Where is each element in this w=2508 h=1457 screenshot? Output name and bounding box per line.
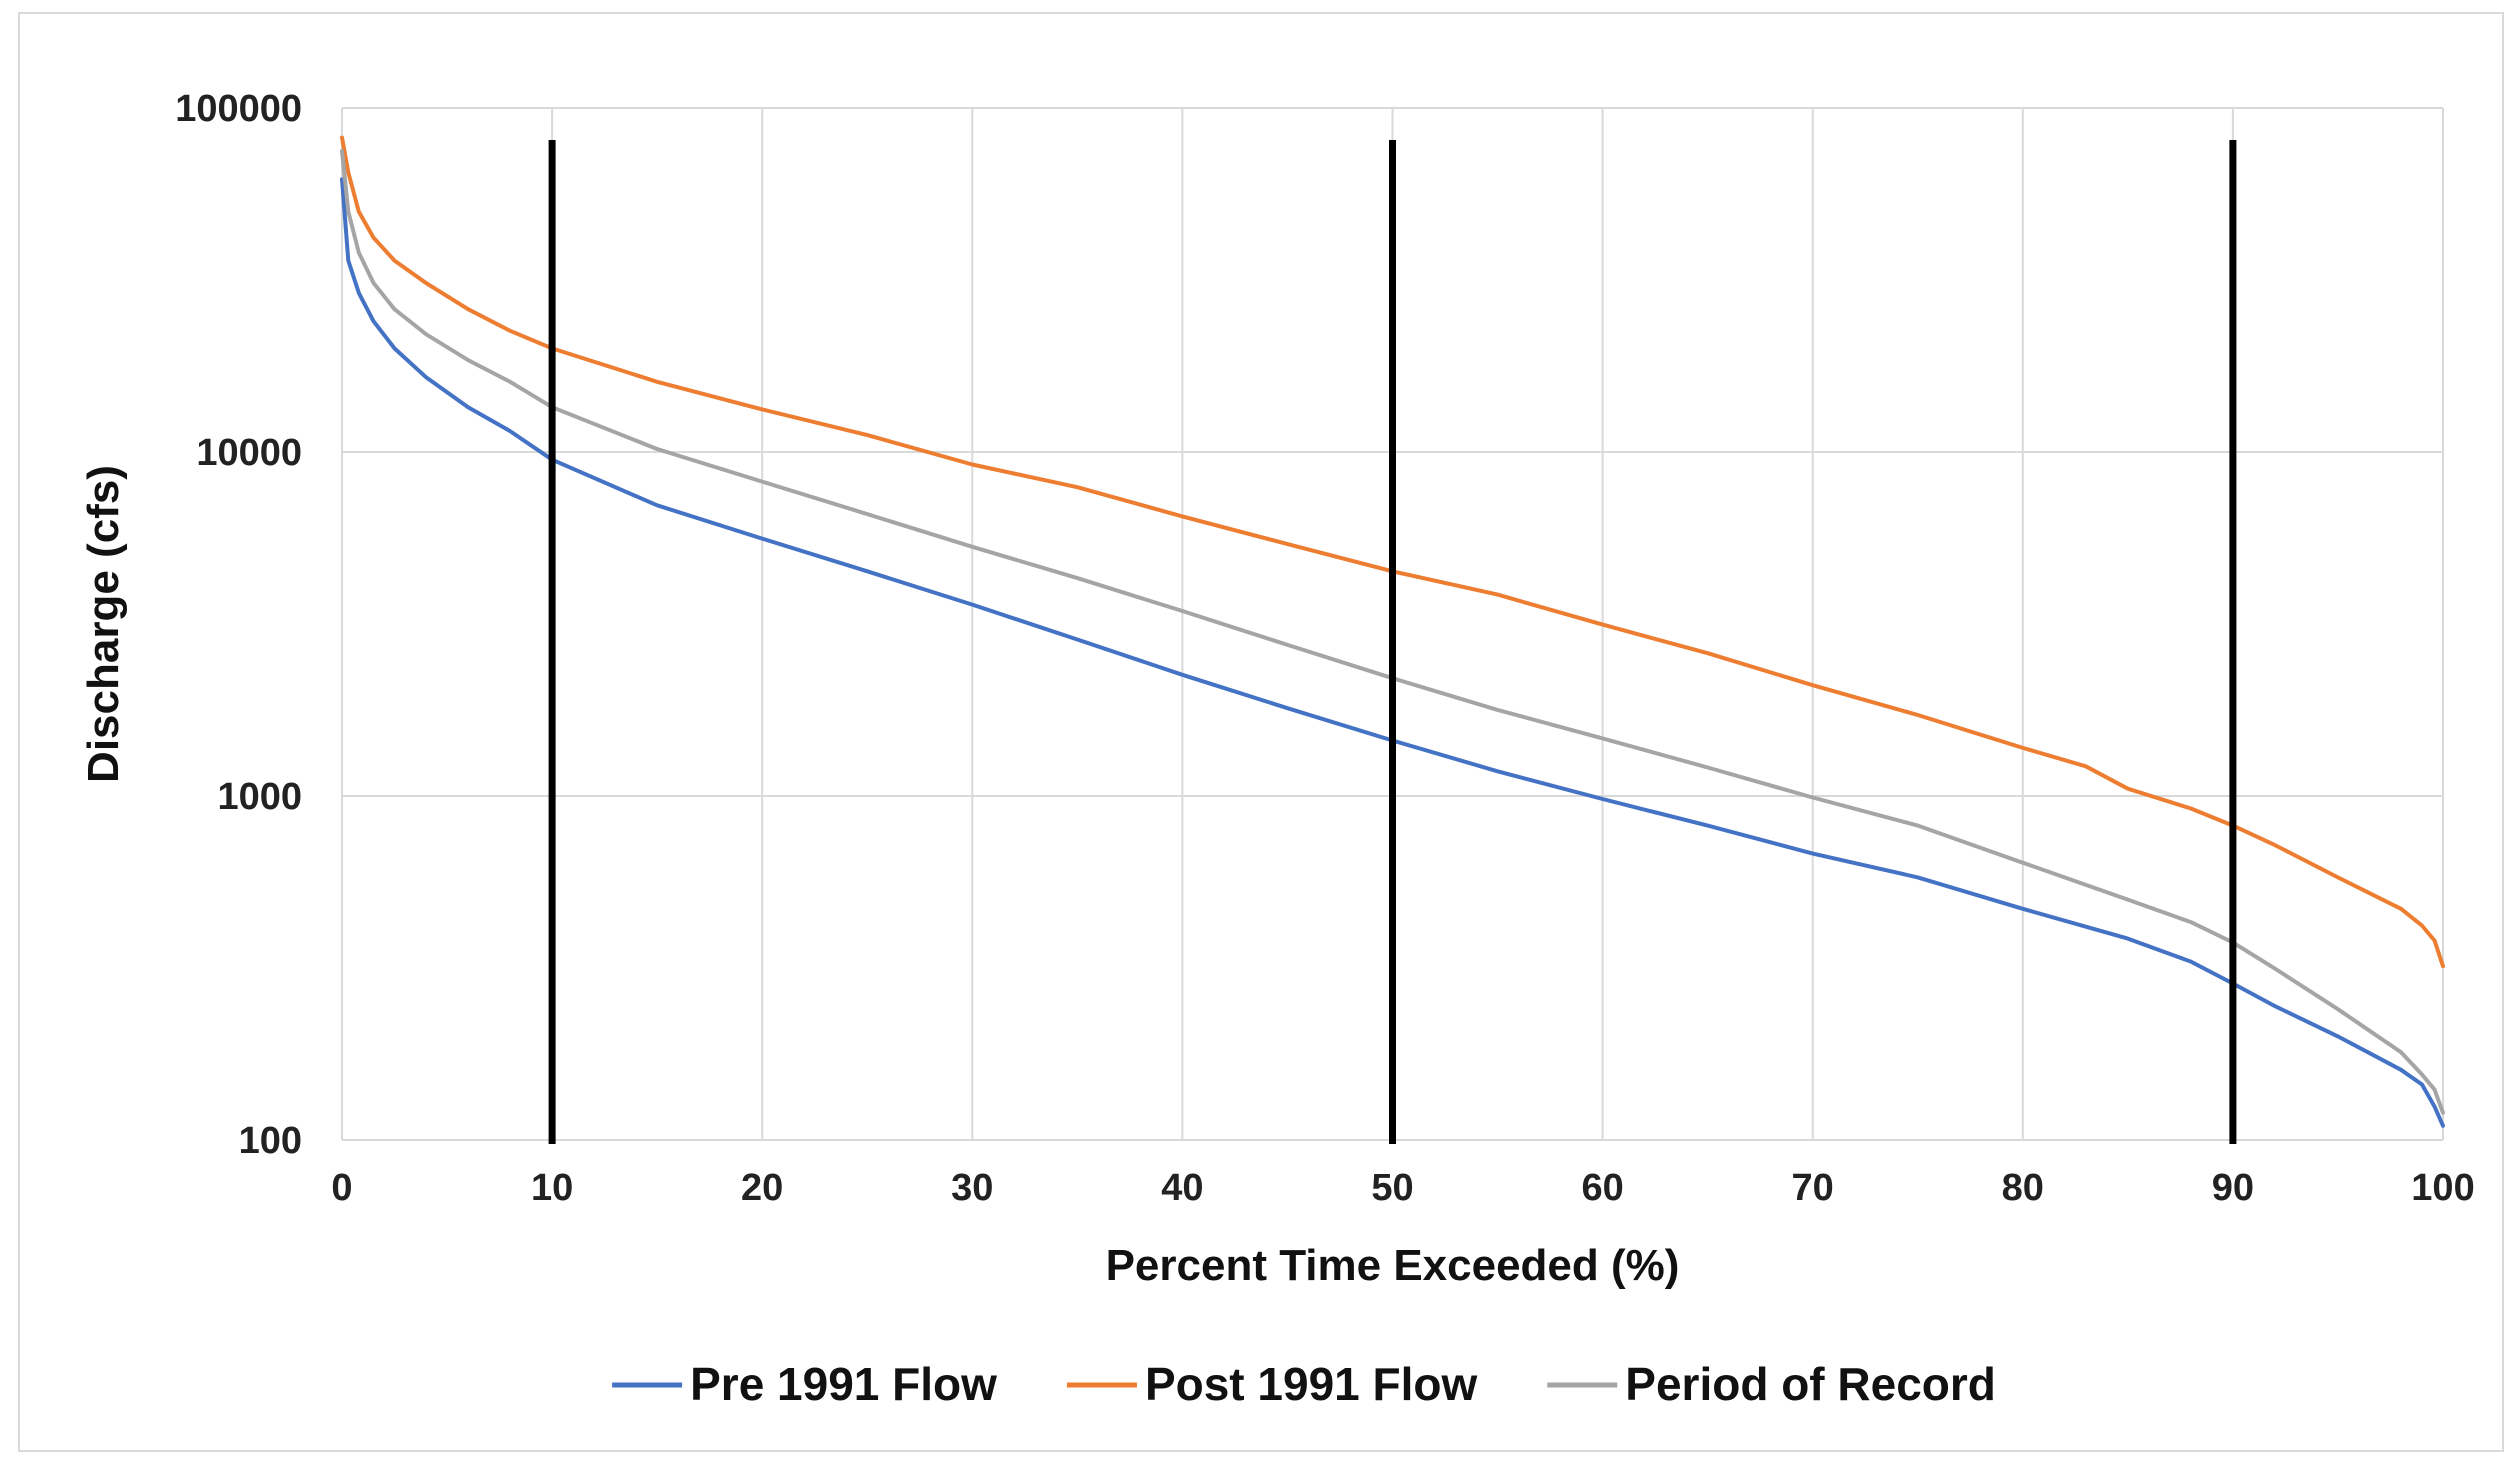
legend-item: Pre 1991 Flow (612, 1358, 997, 1410)
y-tick-label: 100 (239, 1120, 302, 1162)
x-tick-label: 80 (2002, 1167, 2044, 1209)
y-tick-label: 10000 (196, 432, 302, 474)
series-line-2 (340, 149, 2445, 1115)
legend-label: Pre 1991 Flow (690, 1358, 997, 1410)
y-axis-title: Discharge (cfs) (79, 465, 128, 783)
x-tick-label: 0 (331, 1167, 352, 1209)
legend-label: Period of Record (1625, 1358, 1996, 1410)
x-tick-label: 20 (741, 1167, 783, 1209)
x-tick-label: 70 (1792, 1167, 1834, 1209)
x-axis-title: Percent Time Exceeded (%) (1106, 1241, 1680, 1290)
x-tick-label: 40 (1161, 1167, 1203, 1209)
x-tick-label: 90 (2212, 1167, 2254, 1209)
legend-item: Post 1991 Flow (1066, 1358, 1478, 1410)
x-tick-label: 100 (2411, 1167, 2474, 1209)
y-tick-label: 1000 (217, 776, 302, 818)
legend: Pre 1991 Flow Post 1991 Flow Period of Rec… (612, 1358, 1996, 1410)
reference-lines (548, 140, 2237, 1144)
legend-label: Post 1991 Flow (1145, 1358, 1478, 1410)
x-tick-label: 50 (1371, 1167, 1413, 1209)
series-line-0 (340, 177, 2445, 1128)
chart-frame (18, 12, 2504, 1452)
x-tick-label: 10 (531, 1167, 573, 1209)
tick-labels: 0 10 20 30 40 50 60 70 80 90 100 100 1000 10000 100000 (175, 88, 2475, 1209)
y-tick-label: 100000 (175, 88, 302, 130)
legend-item: Period of Record (1547, 1358, 1996, 1410)
x-tick-label: 30 (951, 1167, 993, 1209)
x-tick-label: 60 (1581, 1167, 1623, 1209)
